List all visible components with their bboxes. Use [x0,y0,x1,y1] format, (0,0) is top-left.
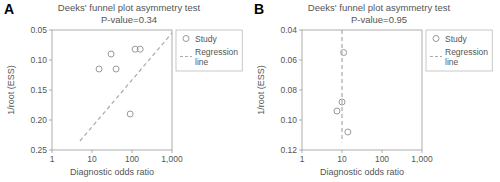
regression-line [341,30,342,143]
y-tick [299,150,302,151]
panel: A Deeks' funnel plot asymmetry testP-valu… [4,1,242,177]
y-axis-label: 1/root (ESS) [6,65,16,115]
legend-handle [430,56,442,57]
y-tick [49,60,52,61]
x-tick-label: 10 [87,154,97,164]
scatter-point [127,111,133,117]
y-axis-label: 1/root (ESS) [256,65,266,115]
plot-background [302,30,422,150]
x-tick-label: 10 [337,154,347,164]
panel-label: A [4,1,14,17]
x-axis-label: Diagnostic odds ratio [70,167,154,177]
y-tick [299,60,302,61]
regression-line [80,33,172,141]
legend: Study Regressionline [176,30,242,71]
x-tick [302,150,303,153]
y-tick-label: 0.10 [30,55,47,65]
scatter-point [96,66,102,72]
legend-label-line: line [445,57,459,67]
plot-frame [302,30,422,150]
y-tick-label: 0.20 [30,115,47,125]
x-tick [172,150,173,153]
y-tick-label: 0.05 [30,25,47,35]
x-tick [342,150,343,153]
x-tick [92,150,93,153]
y-tick [299,120,302,121]
chart-root: ADeeks' funnel plot asymmetry testP-valu… [0,0,500,182]
legend-label: Study [195,34,217,44]
legend-handle [183,36,189,42]
y-tick [299,30,302,31]
y-tick [49,90,52,91]
legend-label: Study [445,34,467,44]
plot-background [52,30,172,150]
data-layer [334,30,351,143]
legend-label: Regressionline [445,47,488,67]
y-tick [49,30,52,31]
y-tick-label: 0.10 [280,115,297,125]
y-tick-label: 0.06 [280,55,297,65]
legend-label: Regressionline [195,47,238,67]
panel: B Deeks' funnel plot asymmetry testP-valu… [254,1,492,177]
title: Deeks' funnel plot asymmetry test [58,2,201,13]
plot-frame [52,30,172,150]
y-tick-label: 0.12 [280,145,297,155]
x-tick [52,150,53,153]
x-tick-label: 1 [50,154,55,164]
legend-label-line: Study [195,34,217,44]
legend-label-line: Regression [445,47,488,57]
legend: Study Regressionline [426,30,492,71]
scatter-point [113,66,119,72]
legend-frame [176,30,242,71]
x-tick [382,150,383,153]
y-tick-label: 0.15 [30,85,47,95]
legend-label-line: Study [445,34,467,44]
panel-label: B [254,1,264,17]
legend-label-line: line [195,57,209,67]
legend-handle [433,36,439,42]
scatter-point [137,46,143,52]
x-tick-label: 1,000 [411,154,433,164]
y-tick-label: 0.08 [280,85,297,95]
subtitle: P-value=0.34 [101,14,157,25]
x-tick [422,150,423,153]
y-tick-label: 0.04 [280,25,297,35]
legend-frame [426,30,492,71]
title: Deeks' funnel plot asymmetry test [308,2,451,13]
scatter-point [345,129,351,135]
legend-label-line: Regression [195,47,238,57]
subtitle: P-value=0.95 [351,14,407,25]
x-tick-label: 100 [125,154,139,164]
scatter-point [108,51,114,57]
x-tick-label: 1,000 [161,154,183,164]
legend-handle [180,56,192,57]
x-tick-label: 1 [300,154,305,164]
x-axis-label: Diagnostic odds ratio [320,167,404,177]
y-tick [49,120,52,121]
y-tick [49,150,52,151]
x-tick [132,150,133,153]
y-tick-label: 0.25 [30,145,47,155]
x-tick-label: 100 [375,154,389,164]
data-layer [80,33,172,141]
y-tick [299,90,302,91]
scatter-point [334,108,340,114]
